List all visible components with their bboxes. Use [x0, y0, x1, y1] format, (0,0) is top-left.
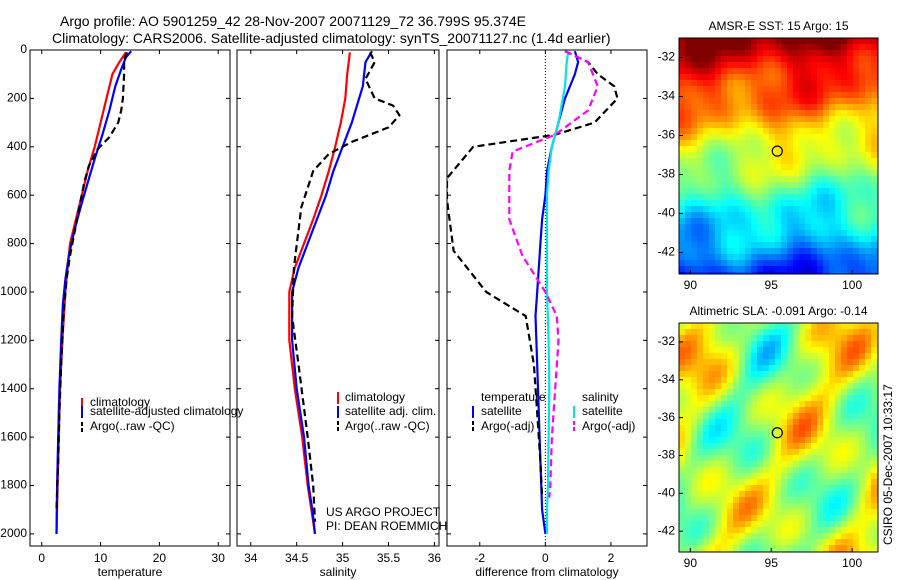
map-x-tick-label: 90 — [684, 556, 698, 570]
project-note-line-2: PI: DEAN ROEMMICH — [326, 519, 447, 533]
argo-location-marker — [771, 427, 783, 439]
y-tick-label: 2000 — [0, 526, 27, 540]
y-tick-label: 1400 — [0, 381, 27, 395]
csiro-timestamp: CSIRO 05-Dec-2007 10:33:17 — [881, 384, 895, 545]
sla-map: Altimetric SLA: -0.091 Argo: -0.14 90 95 10… — [658, 304, 879, 570]
x-tick-label: -2 — [474, 551, 485, 565]
plot-area — [29, 49, 231, 547]
y-tick-label: 400 — [7, 139, 27, 153]
series-line — [291, 51, 401, 522]
map-y-tick-label: -36 — [658, 128, 676, 142]
map-frame — [678, 37, 879, 275]
legend-label: Argo(-adj) — [481, 419, 534, 433]
x-tick-label: 10 — [94, 551, 108, 565]
map-y-tick-label: -34 — [658, 89, 676, 103]
legend-label: Argo(..raw -QC) — [90, 419, 175, 433]
map-x-tick-label: 90 — [684, 278, 698, 292]
series-line — [291, 50, 373, 535]
series-line — [534, 50, 580, 535]
map-x-tick-label: 95 — [765, 556, 779, 570]
map-y-tick-label: -38 — [658, 448, 676, 462]
map-y-tick-label: -32 — [658, 50, 676, 64]
header-line-2: Climatology: CARS2006. Satellite-adjuste… — [52, 30, 610, 46]
x-tick-label: 20 — [153, 551, 167, 565]
map-x-tick-label: 100 — [842, 556, 862, 570]
legend-label: satellite adj. clim. — [345, 404, 436, 418]
x-axis-label: temperature — [98, 565, 163, 579]
map-y-tick-label: -42 — [658, 245, 676, 259]
map-title: Altimetric SLA: -0.091 Argo: -0.14 — [689, 304, 867, 318]
project-note-line-1: US ARGO PROJECT — [326, 505, 441, 519]
salinity-panel: 34 34.5 35 35.5 36 salinity — [236, 49, 442, 579]
series-line — [447, 50, 619, 498]
map-y-tick-label: -36 — [658, 410, 676, 424]
header-line-1: Argo profile: AO 5901259_42 28-Nov-2007 … — [60, 13, 526, 29]
y-tick-label: 800 — [7, 236, 27, 250]
argo-location-marker — [771, 145, 783, 157]
x-tick-label: 2 — [608, 551, 615, 565]
y-tick-label: 600 — [7, 187, 27, 201]
y-tick-label: 1600 — [0, 429, 27, 443]
map-frame — [678, 322, 879, 553]
legend-label: climatology — [345, 390, 405, 404]
x-tick-label: 34 — [244, 551, 258, 565]
map-y-tick-label: -34 — [658, 372, 676, 386]
salinity-legend: climatology satellite adj. clim. Argo(..… — [337, 390, 436, 433]
x-tick-label: 30 — [212, 551, 226, 565]
x-tick-label: 36 — [428, 551, 442, 565]
x-tick-label: 0 — [38, 551, 45, 565]
series-line — [545, 51, 570, 534]
legend-label: Argo(..raw -QC) — [345, 419, 430, 433]
map-field — [679, 323, 878, 552]
map-y-tick-label: -40 — [658, 206, 676, 220]
sst-map: AMSR-E SST: 15 Argo: 15 90 95 100 -32 -34 -36 -… — [658, 19, 879, 292]
series-line — [288, 52, 351, 535]
legend-title-salinity: salinity — [582, 390, 619, 404]
legend-label: satellite — [582, 404, 623, 418]
map-y-tick-label: -32 — [658, 334, 676, 348]
y-tick-label: 0 — [20, 42, 27, 56]
y-tick-label: 1000 — [0, 284, 27, 298]
map-field — [679, 38, 878, 274]
map-y-tick-label: -40 — [658, 486, 676, 500]
legend-label: satellite — [481, 404, 522, 418]
map-title: AMSR-E SST: 15 Argo: 15 — [708, 19, 848, 33]
legend-label: satellite-adjusted climatology — [90, 404, 243, 418]
x-axis-label: difference from climatology — [475, 565, 618, 579]
series-line — [55, 51, 129, 510]
y-tick-label: 200 — [7, 91, 27, 105]
temperature-legend: climatology satellite-adjusted climatolo… — [81, 395, 243, 433]
map-y-tick-label: -42 — [658, 523, 676, 537]
map-y-tick-label: -38 — [658, 167, 676, 181]
map-x-tick-label: 100 — [842, 278, 862, 292]
legend-title-temperature: temperature — [481, 390, 546, 404]
legend-label: Argo(-adj) — [582, 419, 635, 433]
y-tick-label: 1800 — [0, 478, 27, 492]
x-tick-label: 35.5 — [377, 551, 401, 565]
x-tick-label: 34.5 — [285, 551, 309, 565]
x-tick-label: 35 — [336, 551, 350, 565]
map-x-tick-label: 95 — [765, 278, 779, 292]
x-axis-label: salinity — [320, 565, 357, 579]
temperature-panel: 0 10 20 30 0 200 400 600 800 1000 1200 1400 1600 1800… — [0, 42, 231, 579]
x-tick-label: 0 — [542, 551, 549, 565]
plot-area — [236, 49, 440, 547]
legend-label: climatology — [90, 395, 150, 409]
difference-legend: temperature satellite Argo(-adj) salinit… — [472, 390, 635, 433]
y-tick-label: 1200 — [0, 333, 27, 347]
